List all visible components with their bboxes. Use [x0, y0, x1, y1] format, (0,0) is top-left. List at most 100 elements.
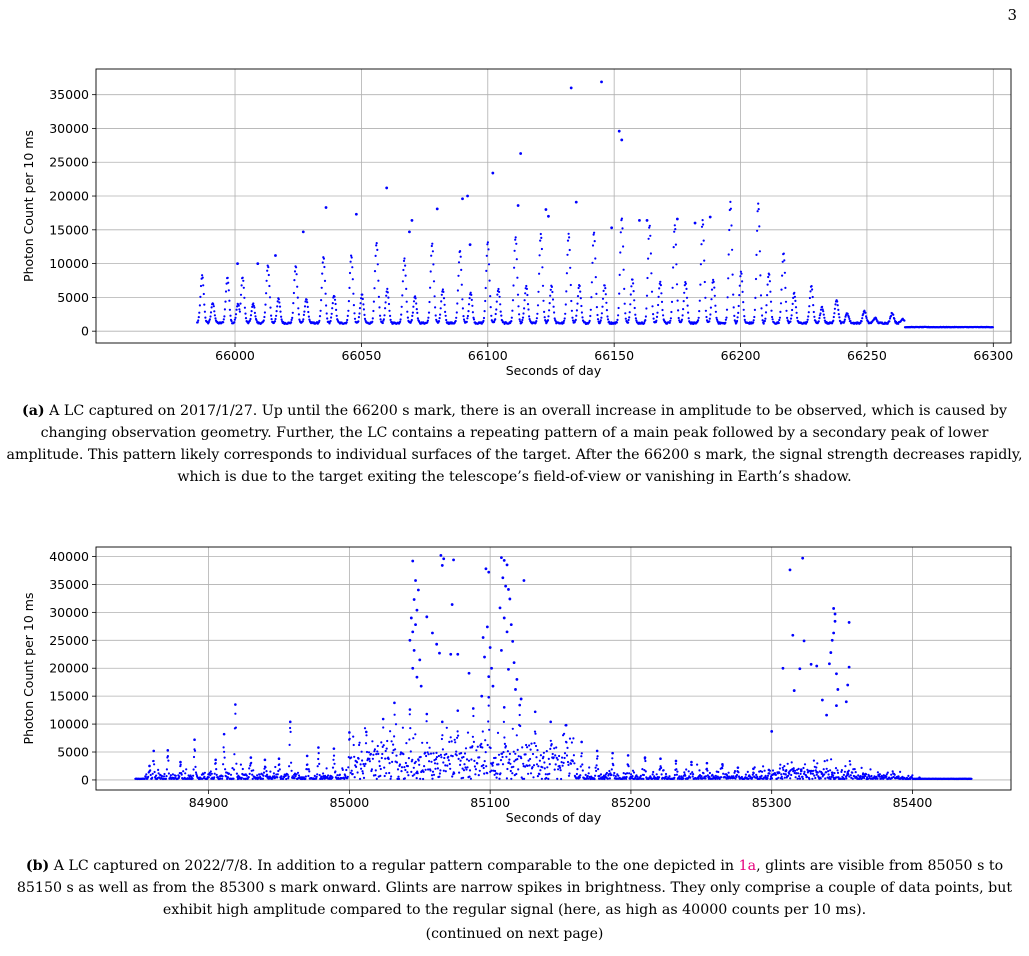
data-point: [371, 320, 374, 323]
data-point: [267, 266, 270, 269]
data-point: [735, 773, 739, 777]
data-point: [305, 298, 308, 301]
chart-a-ytick-label: 5000: [57, 290, 89, 305]
data-point: [400, 305, 403, 308]
data-point: [715, 316, 718, 319]
glint-point: [425, 615, 429, 619]
data-point: [526, 303, 530, 306]
data-point: [315, 777, 318, 780]
data-point: [680, 318, 684, 321]
data-point: [417, 759, 420, 762]
data-point: [888, 320, 891, 323]
data-point: [781, 260, 784, 263]
data-point: [806, 320, 809, 323]
data-point: [201, 274, 204, 277]
data-point: [192, 774, 195, 777]
data-point: [167, 772, 170, 775]
data-point: [673, 230, 676, 233]
data-point: [824, 777, 827, 780]
data-point: [783, 271, 787, 274]
data-point: [453, 772, 456, 775]
data-point: [651, 305, 654, 308]
data-point: [328, 322, 331, 325]
outlier-point: [610, 226, 614, 230]
data-point: [370, 768, 373, 771]
data-point: [794, 769, 797, 772]
data-point: [471, 304, 474, 307]
data-point: [783, 765, 786, 768]
data-point: [849, 763, 852, 766]
data-point: [523, 777, 526, 780]
peak-point: [456, 709, 460, 712]
data-point: [809, 772, 813, 775]
data-point: [416, 317, 419, 320]
data-point: [655, 773, 658, 776]
data-point: [724, 318, 728, 321]
data-point: [444, 310, 447, 313]
data-point: [859, 321, 862, 324]
data-point: [442, 297, 446, 300]
data-point: [373, 748, 376, 751]
data-point: [761, 314, 764, 317]
data-point: [237, 304, 240, 307]
data-point: [740, 272, 743, 275]
glint-point: [450, 603, 454, 606]
data-point: [790, 314, 793, 317]
glint-point: [781, 666, 785, 670]
data-point: [304, 777, 307, 780]
data-point: [780, 288, 783, 291]
data-point: [352, 304, 355, 307]
data-point: [847, 769, 850, 772]
data-point: [385, 747, 388, 750]
data-point: [886, 771, 889, 774]
data-point: [388, 309, 391, 312]
data-point: [684, 282, 688, 285]
data-point: [689, 772, 692, 775]
glint-point: [456, 652, 460, 656]
data-point: [763, 769, 766, 772]
data-point: [683, 291, 686, 294]
glint-point: [435, 642, 439, 646]
data-point: [466, 317, 469, 320]
data-point: [519, 724, 522, 728]
chart-a-xtick-label: 66050: [342, 348, 382, 363]
data-point: [275, 310, 278, 313]
data-point: [702, 772, 705, 775]
chart-a-ytick-label: 30000: [49, 121, 89, 136]
data-point: [603, 284, 606, 287]
data-point: [466, 314, 469, 318]
data-point: [530, 742, 533, 745]
data-point: [769, 290, 772, 293]
data-point: [511, 772, 514, 775]
data-point: [234, 313, 238, 316]
data-point: [575, 772, 579, 776]
data-point: [565, 272, 569, 275]
data-point: [338, 773, 341, 776]
outlier-point: [408, 230, 411, 234]
data-point: [438, 317, 441, 320]
data-point: [760, 774, 763, 777]
data-point: [295, 273, 298, 276]
data-point: [786, 316, 789, 319]
chart-a-svg: 66000 66050 66100 66150 66200 66250 6630005000…: [21, 68, 1013, 378]
data-point: [242, 286, 245, 289]
outlier-point: [516, 204, 520, 207]
data-point: [335, 314, 338, 317]
data-point: [430, 774, 434, 777]
figure-ref-link[interactable]: 1a: [738, 858, 757, 874]
data-point: [885, 773, 888, 776]
data-point: [511, 727, 514, 730]
data-point: [352, 735, 355, 738]
data-point: [489, 306, 492, 309]
data-point: [372, 753, 375, 756]
data-point: [535, 317, 539, 320]
data-point: [712, 278, 715, 281]
data-point: [595, 292, 598, 295]
data-point: [859, 775, 862, 778]
data-point: [377, 295, 380, 298]
data-point: [610, 773, 613, 776]
data-point: [222, 746, 225, 749]
data-point: [532, 776, 535, 779]
data-point: [411, 774, 414, 777]
peak-point: [784, 769, 788, 773]
